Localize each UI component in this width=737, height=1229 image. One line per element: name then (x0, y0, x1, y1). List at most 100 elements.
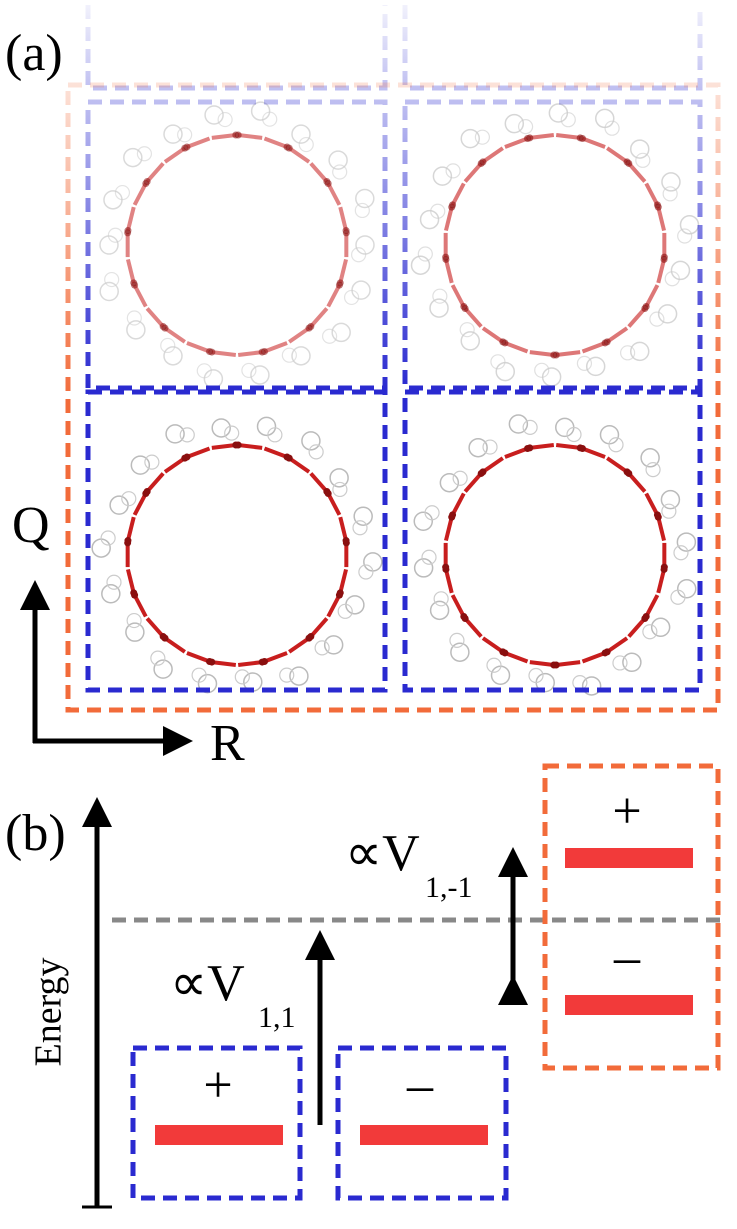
arrow-head (641, 614, 649, 622)
helix (332, 481, 348, 498)
dipole-arrow (186, 446, 211, 459)
arrow-head (206, 348, 214, 356)
frames (65, 5, 721, 713)
helix (679, 215, 700, 235)
helix (482, 439, 498, 455)
dipole-arrow (504, 136, 529, 149)
helix (620, 345, 636, 361)
arrow-head (342, 537, 350, 545)
arrow-head (601, 649, 609, 657)
arrow-head (285, 454, 293, 462)
helix (419, 209, 440, 230)
helix (150, 650, 166, 666)
helix (413, 558, 434, 578)
dipole-arrow (656, 516, 666, 542)
helix (433, 591, 449, 607)
helix (642, 624, 658, 640)
dipole-arrow (145, 617, 165, 638)
helix (424, 505, 440, 521)
helix (267, 427, 283, 443)
dipole-arrow (450, 182, 466, 206)
helix (106, 574, 122, 590)
helix (660, 489, 681, 510)
coupling-symbol: ∝V (170, 955, 245, 1012)
dipole-arrow (163, 326, 186, 344)
level-bar (565, 995, 693, 1015)
dipole-arrow (555, 350, 581, 357)
arrow-head (342, 227, 350, 235)
orange-frame (542, 763, 721, 1071)
helix (662, 186, 678, 202)
helix (337, 603, 353, 619)
helix (301, 431, 321, 451)
helix (321, 328, 338, 344)
dipole-arrow (504, 446, 529, 459)
helix (179, 427, 195, 443)
dipole-arrow (644, 492, 660, 516)
dipole-arrow (263, 341, 288, 354)
helix (114, 184, 131, 201)
helix (163, 346, 183, 366)
helix (460, 128, 481, 149)
dipole-arrow (338, 258, 348, 284)
arrow-head (601, 339, 609, 347)
helix (308, 444, 324, 460)
helix (595, 108, 615, 129)
arrow-head (258, 348, 266, 356)
helix (363, 552, 383, 572)
arrow-head (183, 453, 191, 461)
helix (204, 105, 224, 125)
coupling-subscript: 1,-1 (425, 871, 473, 904)
helix (661, 503, 677, 519)
helix (160, 337, 176, 354)
helix (495, 361, 515, 382)
axis-label: R (210, 715, 245, 772)
helix (328, 150, 348, 170)
helix (256, 416, 277, 437)
arrow-head (335, 591, 343, 599)
helix (528, 667, 544, 684)
dipole-arrow (450, 284, 466, 308)
dipole-arrow (237, 443, 263, 450)
faded-frame (85, 5, 703, 91)
dipole-arrow (450, 594, 466, 618)
arrow-head (625, 159, 633, 167)
dipole-arrow (309, 617, 329, 638)
helix (608, 437, 624, 453)
dipole-arrow (627, 617, 647, 638)
dipole-arrow (627, 162, 647, 183)
helix (460, 331, 481, 351)
dipole-arrow (481, 636, 504, 654)
helix (534, 362, 550, 378)
helix (421, 549, 437, 565)
helix (622, 652, 642, 673)
helix (121, 491, 137, 507)
helix (657, 304, 678, 324)
dipole-arrow (504, 341, 529, 354)
dipole-arrow (463, 307, 483, 328)
arrow-head (526, 134, 534, 142)
helix (211, 418, 231, 438)
dipole-arrow (288, 636, 311, 654)
dipole-arrow (263, 651, 288, 664)
level-bar (565, 848, 693, 868)
helix (676, 532, 697, 552)
dipole-arrow (463, 472, 483, 493)
arrow-head (479, 468, 487, 476)
helix (250, 365, 270, 385)
helix (217, 111, 233, 128)
helix (331, 322, 351, 343)
helix (279, 667, 295, 683)
arrow-head (550, 661, 558, 669)
helix (126, 320, 146, 340)
dipole-arrow (463, 162, 483, 183)
dipole-arrow (627, 307, 647, 328)
helix (103, 190, 123, 210)
levels (155, 848, 693, 1145)
arrow-head (159, 323, 167, 331)
dipole-arrow (656, 258, 666, 284)
dipole-arrow (237, 350, 263, 357)
helix (560, 112, 576, 128)
helix (153, 659, 173, 679)
dipole-arrow (644, 594, 660, 618)
